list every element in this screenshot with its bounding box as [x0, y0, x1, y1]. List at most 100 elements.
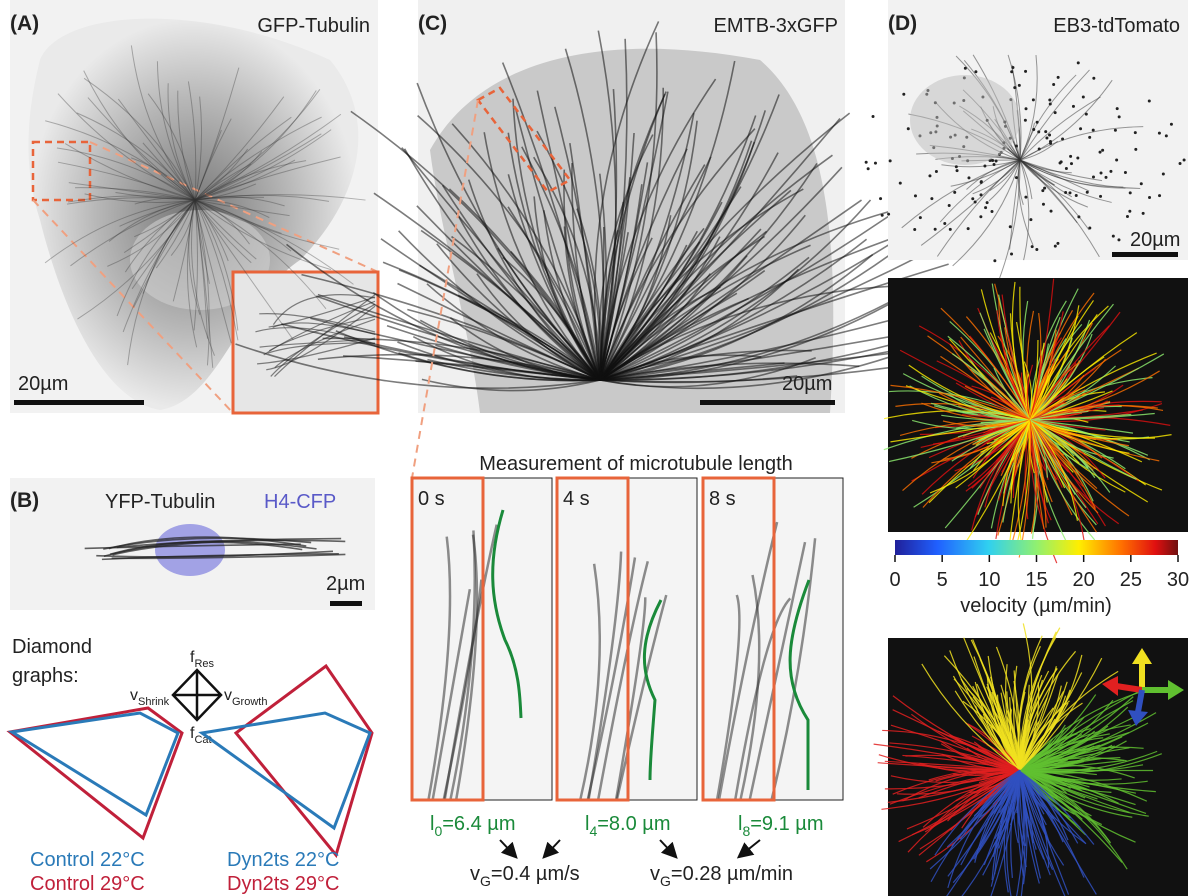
comet	[1011, 66, 1014, 69]
length-label: l8=9.1 µm	[738, 813, 823, 839]
length-label-text: =9.1 µm	[750, 813, 823, 835]
comet	[1048, 98, 1051, 101]
axis-key: vShrink	[130, 687, 170, 708]
length-label-text: =8.0 µm	[597, 813, 670, 835]
comet	[914, 194, 917, 197]
comet	[1086, 191, 1089, 194]
comet	[1128, 210, 1131, 213]
comet	[1069, 155, 1072, 158]
comet	[1165, 134, 1168, 137]
comet	[1109, 170, 1112, 173]
colorbar-label: velocity (µm/min)	[960, 595, 1112, 617]
comet	[1092, 77, 1095, 80]
comet	[956, 169, 959, 172]
velocity-label: vG=0.4 µm/s	[470, 863, 580, 889]
comet	[955, 165, 958, 168]
comet	[879, 197, 882, 200]
comet	[1010, 70, 1013, 73]
arrow	[500, 840, 515, 856]
stain-label: YFP-Tubulin	[105, 491, 215, 513]
comet	[1140, 182, 1143, 185]
axis-key-sub: Cat	[194, 734, 211, 746]
comet	[1061, 137, 1064, 140]
comet	[1064, 191, 1067, 194]
comet	[899, 182, 902, 185]
comet	[1054, 111, 1057, 114]
comet	[1148, 99, 1151, 102]
velocity-label-text: =0.28 µm/min	[671, 863, 793, 885]
comet	[928, 174, 931, 177]
comet	[1024, 119, 1027, 122]
legend-entry: Dyn2ts 29°C	[227, 873, 340, 895]
comet	[1085, 113, 1088, 116]
colorbar-tick-label: 5	[937, 569, 948, 591]
colorbar-tick-label: 25	[1120, 569, 1142, 591]
velocity-label-text: =0.4 µm/s	[491, 863, 580, 885]
comet	[1183, 158, 1186, 161]
comet	[1076, 156, 1079, 159]
comet	[1015, 145, 1018, 148]
comet	[1037, 130, 1040, 133]
comet	[1088, 227, 1091, 230]
comet	[1118, 115, 1121, 118]
comet	[1025, 107, 1028, 110]
diamond-title: graphs:	[12, 665, 79, 687]
axis-key-sub: Res	[194, 658, 214, 670]
colorbar-tick-label: 0	[889, 569, 900, 591]
comet	[934, 228, 937, 231]
comet	[1024, 196, 1027, 199]
comet	[1049, 102, 1052, 105]
axis-key-sub: Growth	[232, 696, 267, 708]
stain-label: GFP-Tubulin	[257, 15, 370, 37]
comet	[1170, 123, 1173, 126]
comet	[1057, 76, 1060, 79]
comet	[1036, 121, 1039, 124]
comet	[1077, 215, 1080, 218]
comet	[1162, 173, 1165, 176]
scale-label: 20µm	[18, 373, 68, 395]
frame-label: 0 s	[418, 488, 445, 510]
comet	[1050, 210, 1053, 213]
comet	[993, 163, 996, 166]
comet	[1116, 107, 1119, 110]
comet	[1124, 171, 1127, 174]
diamond-title: Diamond	[12, 636, 92, 658]
comet	[1056, 242, 1059, 245]
comet	[1070, 162, 1073, 165]
strip-title: Measurement of microtubule length	[479, 453, 793, 475]
nucleus	[155, 524, 225, 576]
length-label-sub: 4	[589, 823, 597, 839]
comet	[949, 228, 952, 231]
comet	[1068, 191, 1071, 194]
kymo-strips: 0 s4 s8 s	[412, 478, 843, 800]
colorbar-tick-label: 20	[1073, 569, 1095, 591]
comet	[1126, 215, 1129, 218]
scale-label: 20µm	[782, 373, 832, 395]
comet	[984, 206, 987, 209]
arrow	[740, 840, 760, 856]
comet	[953, 191, 956, 194]
comet	[1041, 189, 1044, 192]
comet	[1060, 160, 1063, 163]
comet	[1115, 159, 1118, 162]
scale-bar	[14, 400, 144, 405]
arrow	[660, 840, 675, 856]
comet	[902, 93, 905, 96]
velocity-label-symbol: v	[470, 863, 480, 885]
comet	[1077, 61, 1080, 64]
comet	[881, 214, 884, 217]
comet	[1088, 136, 1091, 139]
comet	[1032, 98, 1035, 101]
frame-label: 4 s	[563, 488, 590, 510]
velocity-label-sub: G	[480, 873, 491, 889]
comet	[1075, 194, 1078, 197]
comet	[1105, 176, 1108, 179]
comet	[948, 204, 951, 207]
comet	[1129, 191, 1132, 194]
panel-label: (A)	[10, 12, 39, 35]
scale-bar	[330, 601, 362, 606]
comet	[872, 115, 875, 118]
comet	[919, 216, 922, 219]
arrow	[545, 840, 560, 856]
